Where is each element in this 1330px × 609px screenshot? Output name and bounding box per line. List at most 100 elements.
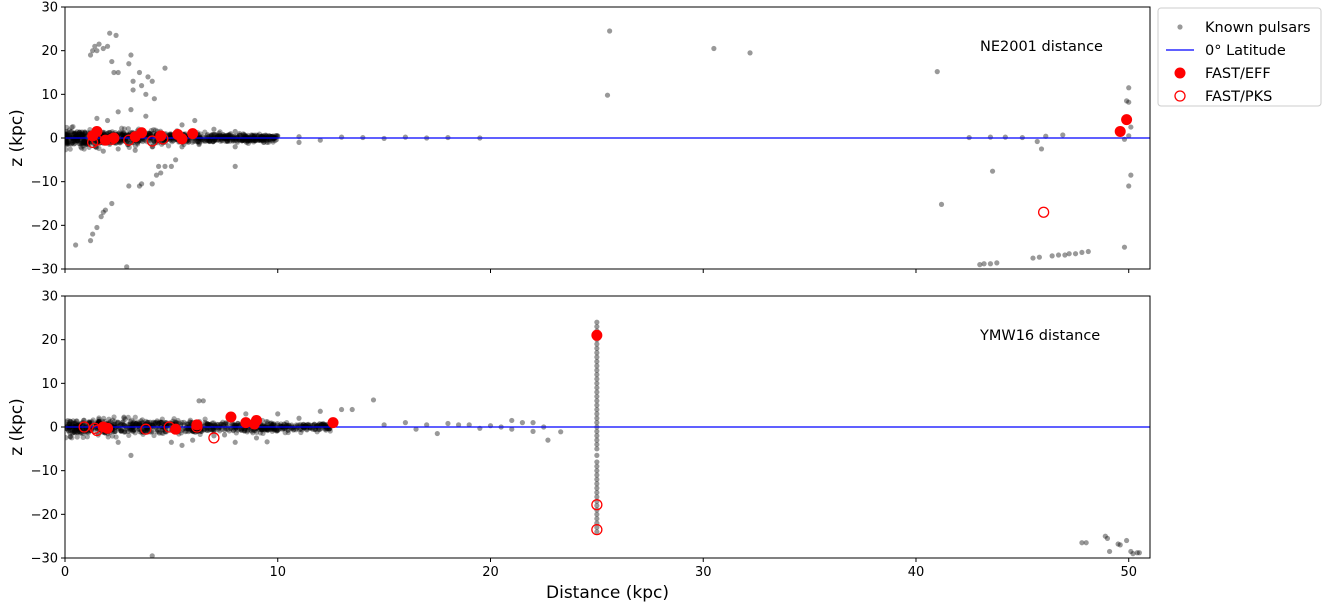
known-pulsar-point xyxy=(179,419,185,426)
known-pulsar-point xyxy=(115,419,121,425)
known-pulsar-point xyxy=(223,421,229,428)
known-pulsar-point xyxy=(210,427,217,433)
x-axis-label: Distance (kpc) xyxy=(546,583,669,603)
known-pulsar-point xyxy=(210,131,216,138)
known-pulsar-point xyxy=(594,511,600,517)
known-pulsar-point xyxy=(304,423,310,429)
known-pulsar-point xyxy=(144,426,150,432)
known-pulsar-point xyxy=(224,132,230,138)
known-pulsar-point xyxy=(189,139,195,145)
known-pulsar-point xyxy=(144,427,150,433)
known-pulsar-point xyxy=(111,428,117,435)
known-pulsar-point xyxy=(71,130,77,137)
known-pulsar-point xyxy=(305,421,312,427)
known-pulsar-point xyxy=(268,420,274,426)
known-pulsar-point xyxy=(211,428,217,434)
known-pulsar-point xyxy=(284,419,290,426)
known-pulsar-point xyxy=(223,138,229,144)
known-pulsar-point xyxy=(72,131,78,137)
known-pulsar-point xyxy=(202,416,208,422)
known-pulsar-point xyxy=(149,144,155,150)
known-pulsar-point xyxy=(319,422,325,428)
known-pulsar-point xyxy=(215,137,221,143)
known-pulsar-point xyxy=(1128,548,1134,555)
known-pulsar-point xyxy=(90,231,96,237)
known-pulsar-point xyxy=(211,126,217,132)
known-pulsar-point xyxy=(119,133,125,139)
known-pulsar-point xyxy=(987,134,994,140)
known-pulsar-point xyxy=(167,131,173,137)
known-pulsar-point xyxy=(154,429,160,435)
known-pulsar-point xyxy=(149,422,155,428)
known-pulsar-point xyxy=(434,430,440,437)
known-pulsar-point xyxy=(111,421,117,427)
known-pulsar-point xyxy=(230,427,237,433)
known-pulsar-point xyxy=(154,418,160,424)
legend-marker-known-pulsars xyxy=(1177,24,1183,30)
known-pulsar-point xyxy=(80,140,87,146)
known-pulsar-point xyxy=(77,129,83,136)
known-pulsar-point xyxy=(65,422,70,428)
known-pulsar-point xyxy=(133,422,139,428)
known-pulsar-point xyxy=(133,421,139,427)
known-pulsar-point xyxy=(80,138,87,144)
known-pulsar-point xyxy=(130,78,136,84)
known-pulsar-point xyxy=(101,415,107,422)
legend-label: Known pulsars xyxy=(1205,20,1311,36)
known-pulsar-point xyxy=(147,131,153,137)
known-pulsar-point xyxy=(167,137,173,143)
known-pulsar-point xyxy=(234,134,241,140)
legend-marker-fast-eff xyxy=(1174,67,1186,79)
known-pulsar-point xyxy=(207,137,213,143)
known-pulsar-point xyxy=(130,420,136,427)
known-pulsar-point xyxy=(250,137,257,143)
known-pulsar-point xyxy=(130,419,137,425)
known-pulsar-point xyxy=(594,446,600,452)
known-pulsar-point xyxy=(130,421,136,427)
known-pulsar-point xyxy=(80,143,86,149)
known-pulsar-point xyxy=(321,422,327,428)
known-pulsar-point xyxy=(326,426,332,432)
known-pulsar-point xyxy=(224,138,231,145)
known-pulsar-point xyxy=(154,427,160,433)
known-pulsar-point xyxy=(202,129,208,135)
known-pulsar-point xyxy=(130,87,136,93)
known-pulsar-point xyxy=(104,117,111,124)
known-pulsar-point xyxy=(82,130,88,137)
known-pulsar-point xyxy=(166,132,172,138)
known-pulsar-point xyxy=(82,129,88,135)
known-pulsar-point xyxy=(86,144,92,150)
known-pulsar-point xyxy=(122,428,128,434)
known-pulsar-point xyxy=(594,428,600,434)
known-pulsar-point xyxy=(71,138,77,145)
known-pulsar-point xyxy=(273,133,279,139)
known-pulsar-point xyxy=(131,427,137,433)
known-pulsar-point xyxy=(205,137,212,143)
known-pulsar-point xyxy=(747,50,753,56)
known-pulsar-point xyxy=(245,140,251,147)
known-pulsar-point xyxy=(210,138,216,144)
known-pulsar-point xyxy=(187,428,193,434)
known-pulsar-point xyxy=(211,138,217,144)
known-pulsar-point xyxy=(132,430,138,436)
known-pulsar-point xyxy=(179,144,185,150)
known-pulsar-point xyxy=(118,428,124,434)
known-pulsar-point xyxy=(208,133,214,139)
known-pulsar-point xyxy=(594,452,600,458)
known-pulsar-point xyxy=(149,181,155,187)
known-pulsar-point xyxy=(216,132,222,138)
known-pulsar-point xyxy=(314,423,320,429)
known-pulsar-point xyxy=(272,427,278,433)
known-pulsar-point xyxy=(72,138,78,144)
known-pulsar-point xyxy=(274,427,280,433)
known-pulsar-point xyxy=(316,427,322,433)
known-pulsar-point xyxy=(252,137,258,143)
known-pulsar-point xyxy=(301,425,307,431)
known-pulsar-point xyxy=(247,137,253,144)
y-tick-label: 0 xyxy=(50,132,58,147)
known-pulsar-point xyxy=(149,130,155,137)
known-pulsar-point xyxy=(127,426,133,432)
known-pulsar-point xyxy=(266,133,272,139)
known-pulsar-point xyxy=(94,48,100,54)
known-pulsar-point xyxy=(268,420,274,426)
